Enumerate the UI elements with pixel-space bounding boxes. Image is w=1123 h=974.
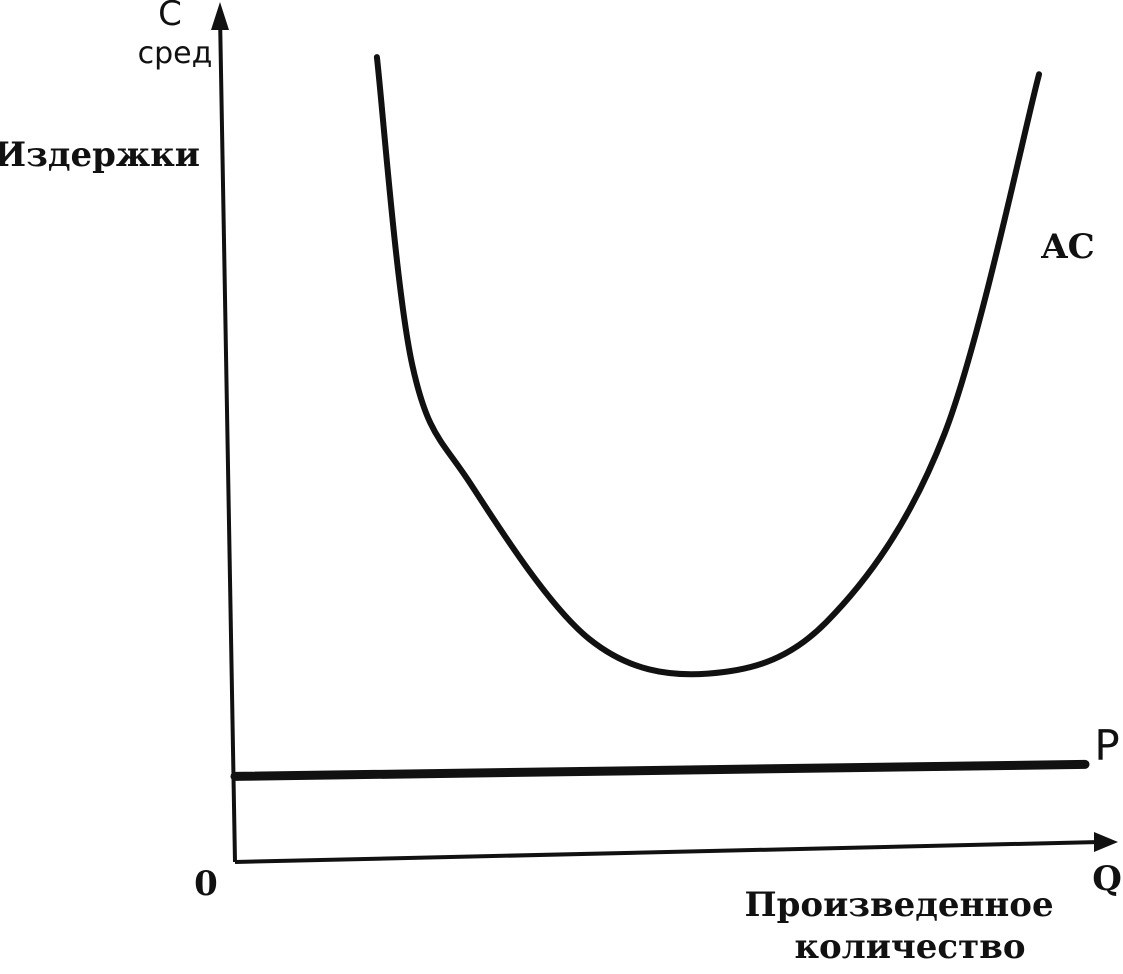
y-axis-symbol-subscript: сред bbox=[138, 36, 213, 71]
price-line bbox=[230, 759, 1090, 781]
x-axis-title-line-1: Произведенное bbox=[745, 885, 1054, 925]
y-axis-symbol: C bbox=[158, 0, 182, 34]
x-axis-symbol: Q bbox=[1092, 859, 1122, 899]
x-axis-title: Произведенное количество bbox=[745, 885, 1066, 967]
y-axis-arrowhead bbox=[211, 2, 229, 30]
x-axis-title-line-2: количество bbox=[794, 927, 1025, 967]
x-axis-line bbox=[234, 840, 1101, 864]
y-axis-line bbox=[218, 14, 237, 863]
axes-group bbox=[211, 2, 1118, 864]
series-layer bbox=[230, 54, 1090, 781]
y-axis-title: Издержки bbox=[0, 135, 200, 175]
ac-curve bbox=[373, 54, 1043, 678]
origin-label: 0 bbox=[194, 864, 218, 904]
series-label-p: P bbox=[1094, 721, 1119, 770]
x-axis-arrowhead bbox=[1094, 832, 1118, 852]
series-label-ac: AC bbox=[1040, 227, 1094, 267]
